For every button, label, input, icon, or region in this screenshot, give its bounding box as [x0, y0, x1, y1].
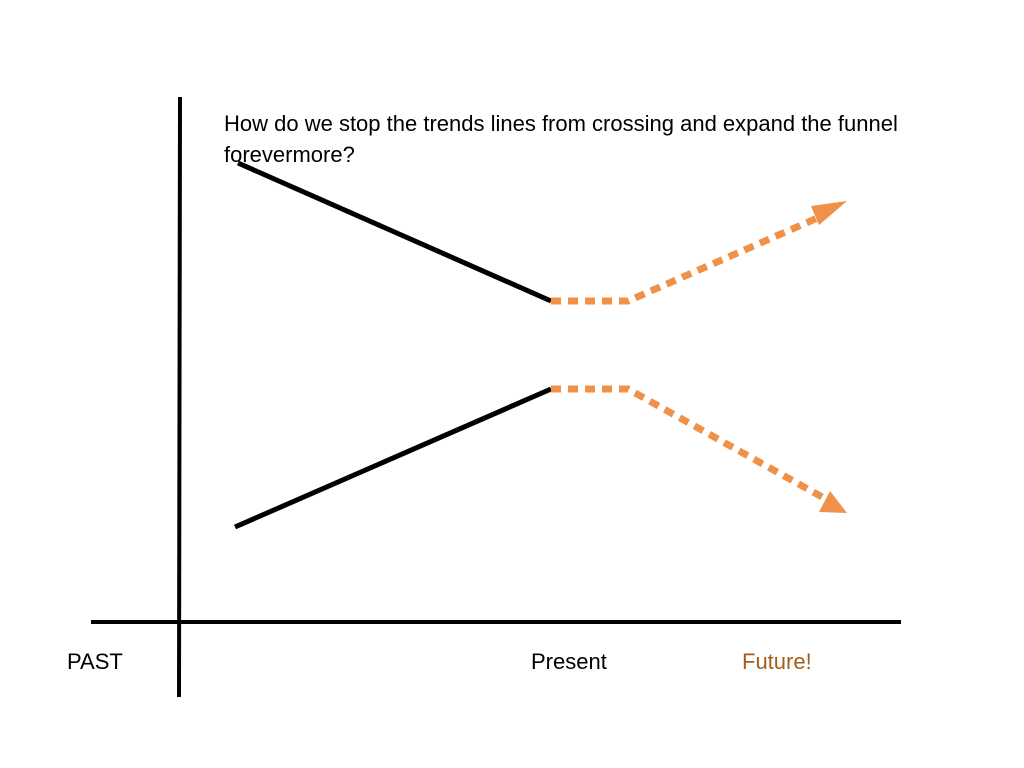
lower-future-arrowhead	[819, 491, 847, 513]
future-label: Future!	[742, 649, 812, 674]
present-label: Present	[531, 649, 607, 674]
past-label: PAST	[67, 649, 123, 674]
upper-past-trend-line	[236, 160, 553, 304]
lower-future-trend-line	[551, 385, 824, 501]
question-text: How do we stop the trends lines from cro…	[224, 111, 898, 167]
upper-future-arrowhead	[811, 201, 847, 225]
lower-past-trend-line	[233, 386, 553, 530]
upper-future-trend-line	[551, 212, 824, 305]
vertical-axis	[177, 96, 182, 698]
